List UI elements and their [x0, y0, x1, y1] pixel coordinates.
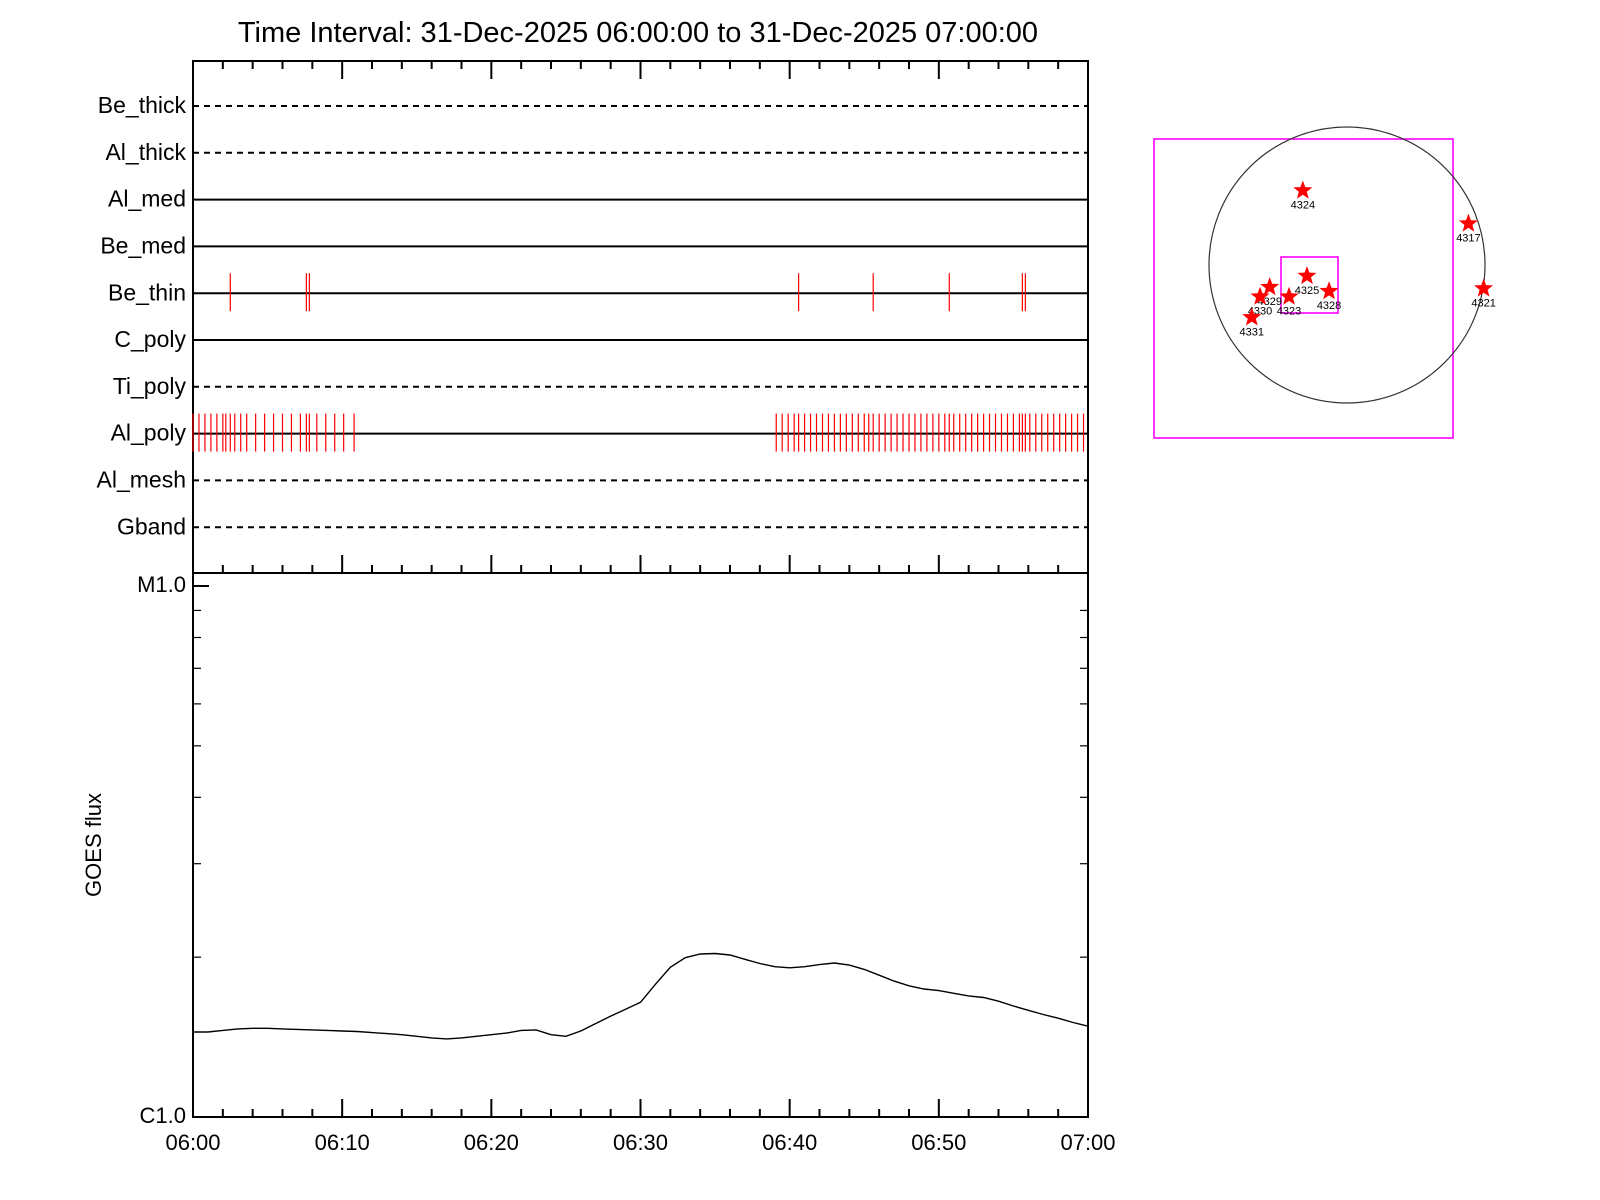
goes-flux-panel: C1.0 M1.0 GOES flux 06:00 06:10 06:20 06:30… [81, 572, 1116, 1155]
x-tick-label: 06:30 [613, 1130, 668, 1155]
goes-ticks [192, 585, 1089, 1118]
x-tick-label: 07:00 [1060, 1130, 1115, 1155]
x-tick-label: 06:50 [911, 1130, 966, 1155]
active-region-star-4330 [1250, 286, 1270, 305]
chart-title: Time Interval: 31-Dec-2025 06:00:00 to 3… [238, 17, 1038, 49]
active-region-label-4324: 4324 [1291, 199, 1315, 211]
goes-frame [192, 572, 1089, 1118]
row-label-be-thick: Be_thick [98, 92, 187, 118]
active-region-label-4317: 4317 [1456, 233, 1480, 245]
y-axis-label: GOES flux [81, 793, 106, 897]
active-region-star-4331 [1242, 307, 1262, 326]
row-label-gband: Gband [117, 513, 186, 539]
row-label-be-thin: Be_thin [108, 279, 186, 305]
active-region-label-4321: 4321 [1471, 297, 1495, 309]
y-tick-label-m1: M1.0 [137, 572, 186, 597]
timeline-rows: Be_thick Al_thick Al_med Be_med Be_thin C_pol… [97, 92, 1088, 539]
row-label-al-mesh: Al_mesh [97, 466, 186, 492]
fov-box-outer [1153, 138, 1454, 439]
x-tick-label: 06:40 [762, 1130, 817, 1155]
x-tick-labels: 06:00 06:10 06:20 06:30 06:40 06:50 07:00 [165, 1130, 1115, 1155]
x-tick-label: 06:10 [315, 1130, 370, 1155]
filter-timeline-panel: Be_thick Al_thick Al_med Be_med Be_thin C_pol… [97, 60, 1089, 574]
fov-box-inner [1280, 256, 1339, 314]
row-label-al-med: Al_med [108, 186, 186, 212]
timeline-ticks [192, 61, 1089, 573]
x-tick-label: 06:00 [165, 1130, 220, 1155]
goes-flux-line [193, 952, 1089, 1040]
active-region-star-4317 [1458, 213, 1478, 232]
row-label-al-thick: Al_thick [105, 139, 186, 165]
row-label-c-poly: C_poly [114, 326, 186, 352]
active-region-label-4325: 4325 [1295, 285, 1319, 297]
active-region-star-4321 [1474, 278, 1494, 297]
active-region-star-4324 [1293, 180, 1313, 199]
active-region-label-4328: 4328 [1317, 300, 1341, 312]
y-tick-label-c1: C1.0 [140, 1103, 186, 1128]
row-label-be-med: Be_med [100, 232, 186, 258]
active-region-star-4328 [1319, 281, 1339, 300]
row-label-ti-poly: Ti_poly [113, 373, 187, 399]
active-region-star-4325 [1297, 266, 1317, 285]
active-region-star-4329 [1260, 277, 1280, 296]
x-tick-label: 06:20 [464, 1130, 519, 1155]
solar-limb-circle [1208, 126, 1486, 404]
row-label-al-poly: Al_poly [111, 420, 187, 446]
active-region-star-4323 [1279, 286, 1299, 305]
active-region-label-4331: 4331 [1240, 326, 1264, 338]
timeline-frame [192, 60, 1089, 574]
active-region-label-4323: 4323 [1277, 306, 1301, 318]
